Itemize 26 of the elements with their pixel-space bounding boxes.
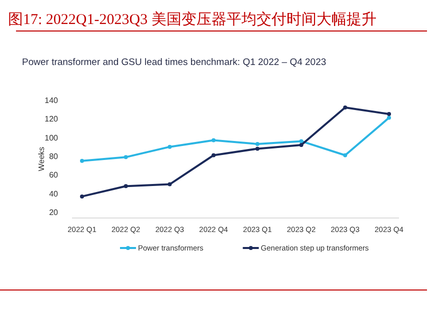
- chart-title: 图17: 2022Q1-2023Q3 美国变压器平均交付时间大幅提升: [8, 11, 376, 28]
- y-tick-label: 20: [49, 208, 59, 218]
- point: [168, 144, 172, 149]
- y-tick-label: 140: [44, 96, 59, 105]
- point: [299, 142, 304, 147]
- point: [168, 182, 172, 186]
- y-tick-label: 80: [49, 152, 59, 161]
- point: [299, 139, 304, 144]
- chart-subtitle: Power transformer and GSU lead times benchmark: Q1 2022 – Q4 2023: [22, 57, 326, 68]
- point: [124, 184, 128, 188]
- point: [343, 105, 348, 110]
- point: [212, 138, 216, 142]
- point: [80, 194, 84, 198]
- point: [124, 155, 128, 160]
- point: [212, 153, 216, 158]
- y-tick-label: 60: [49, 170, 59, 180]
- y-tick-label: 120: [44, 114, 59, 124]
- point: [387, 112, 391, 116]
- y-tick-label: 100: [44, 133, 59, 142]
- point: [343, 153, 348, 158]
- point: [80, 158, 84, 163]
- y-axis-title: Weeks: [37, 146, 46, 172]
- point: [255, 146, 260, 151]
- point: [387, 116, 391, 120]
- point: [255, 142, 260, 146]
- y-tick-label: 40: [49, 189, 59, 198]
